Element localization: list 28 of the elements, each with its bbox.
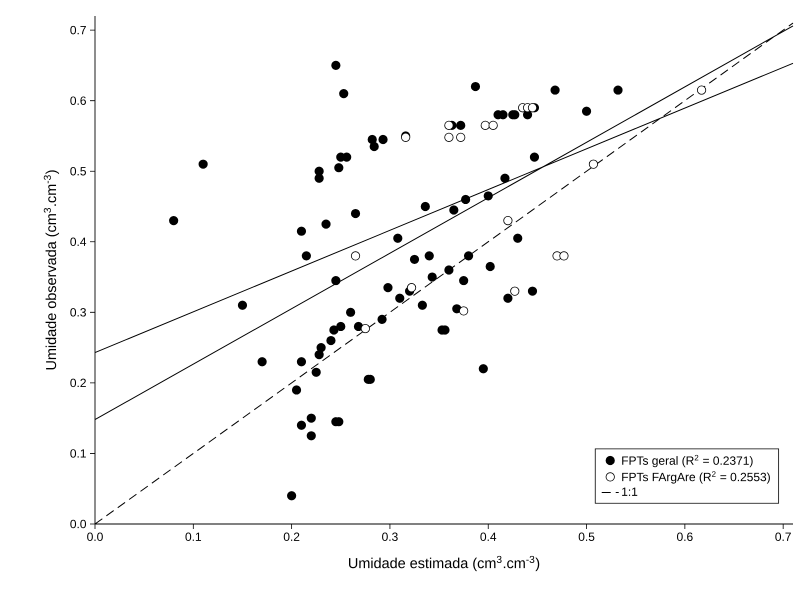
x-axis-title: Umidade estimada (cm$^{3}$.cm$^{-3}$) <box>349 556 540 572</box>
y-axis-title: Umidade observada (cm$^{3}$.cm$^{-3}$) <box>44 170 60 370</box>
legend-label: FPTs geral (R$^{2}$ = 0.2371) <box>622 454 753 468</box>
point <box>406 283 416 292</box>
y-tick-label: 0.2 <box>70 378 86 388</box>
point <box>696 85 706 95</box>
x-tick-label: 0.1 <box>185 532 202 541</box>
y-tick-label: 0.4 <box>70 238 86 246</box>
y-tick-label: 0.0 <box>70 520 86 528</box>
x-tick-label: 0.6 <box>677 532 693 541</box>
point <box>588 160 598 169</box>
point <box>444 120 454 130</box>
y-tick-label: 0.3 <box>70 308 86 317</box>
x-tick-label: 0.4 <box>480 532 496 541</box>
y-tick-label: 0.5 <box>70 166 86 176</box>
point <box>510 286 520 296</box>
x-tick-label: 0.3 <box>382 532 398 541</box>
x-tick-label: 0.0 <box>87 532 103 541</box>
x-tick-label: 0.2 <box>284 532 300 541</box>
y-tick-label: 0.1 <box>70 449 86 458</box>
legend-label: FPTs FArgAre (R$^{2}$ = 0.2553) <box>622 471 770 484</box>
point <box>559 251 569 260</box>
y-tick-label: 0.6 <box>70 96 86 105</box>
x-tick-label: 0.5 <box>578 532 594 541</box>
point <box>360 324 370 334</box>
legend-label: 1:1 <box>622 488 638 496</box>
y-tick-label: 0.7 <box>70 26 86 34</box>
x-tick-label: 0.7 <box>775 532 791 541</box>
